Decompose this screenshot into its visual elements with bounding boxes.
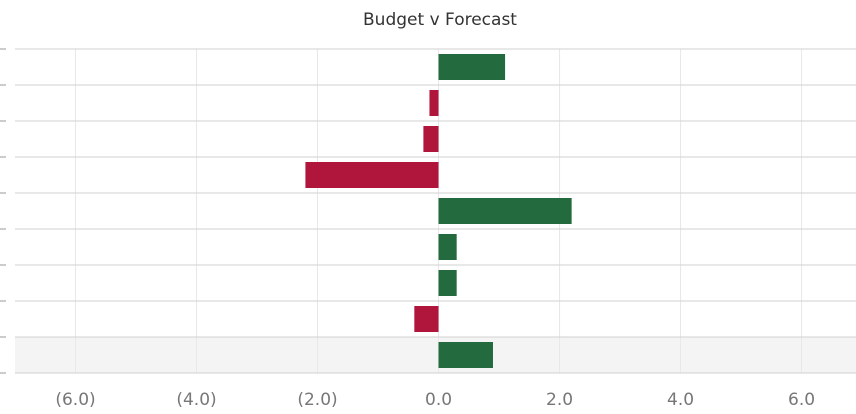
bar xyxy=(438,54,506,80)
x-tick-label: 0.0 xyxy=(425,390,452,410)
chart-title: Budget v Forecast xyxy=(363,10,517,30)
bar xyxy=(438,234,457,260)
x-tick-label: 2.0 xyxy=(546,390,573,410)
bar xyxy=(423,126,439,152)
bar xyxy=(438,270,457,296)
x-tick-label: 6.0 xyxy=(788,390,815,410)
x-tick-label: (2.0) xyxy=(297,390,337,410)
bar xyxy=(438,198,572,224)
x-tick-label: (6.0) xyxy=(55,390,95,410)
highlight-row xyxy=(15,337,856,373)
x-tick-label: (4.0) xyxy=(176,390,216,410)
bar xyxy=(429,90,439,116)
bar xyxy=(438,342,493,368)
bar xyxy=(414,306,439,332)
bar xyxy=(305,162,439,188)
x-tick-label: 4.0 xyxy=(667,390,694,410)
